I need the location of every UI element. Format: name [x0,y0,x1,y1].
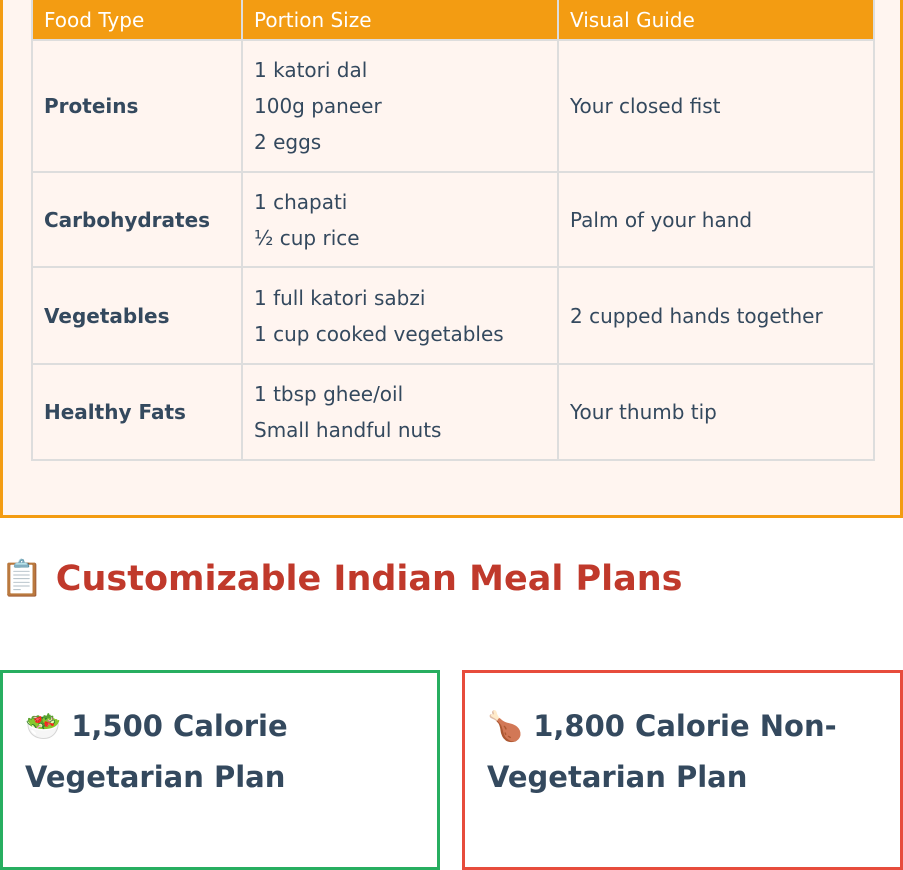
plan-title-text: 1,500 Calorie Vegetarian Plan [25,709,288,794]
table-row: Proteins 1 katori dal 100g paneer 2 eggs Y… [31,39,875,173]
portion-line: ½ cup rice [254,225,360,250]
poultry-leg-icon: 🍗 [487,709,524,743]
visual-guide: Palm of your hand [557,171,875,268]
table-row: Vegetables 1 full katori sabzi 1 cup cook… [31,266,875,365]
visual-guide: Your closed fist [557,39,875,173]
portion-line: 1 chapati [254,189,348,214]
salad-icon: 🥗 [25,709,62,743]
portion-line: 1 cup cooked vegetables [254,321,504,346]
portion-line: 1 katori dal [254,58,368,82]
clipboard-icon: 📋 [0,559,44,599]
table-row: Carbohydrates 1 chapati ½ cup rice Palm o… [31,171,875,268]
table-row: Healthy Fats 1 tbsp ghee/oil Small handfu… [31,363,875,461]
plan-title: 🍗 1,800 Calorie Non-Vegetarian Plan [465,673,900,803]
portion-line: 1 full katori sabzi [254,285,426,310]
plan-card-vegetarian: 🥗 1,500 Calorie Vegetarian Plan [0,670,440,870]
section-title: 📋 Customizable Indian Meal Plans [0,558,683,599]
portion-table: Food Type Portion Size Visual Guide Prot… [31,0,875,461]
portion-line: 100g paneer [254,94,382,118]
food-type: Vegetables [31,266,243,365]
plan-card-non-vegetarian: 🍗 1,800 Calorie Non-Vegetarian Plan [462,670,903,870]
portion-line: 1 tbsp ghee/oil [254,382,404,406]
portion-size: 1 chapati ½ cup rice [241,171,559,268]
header-visual-guide: Visual Guide [557,0,875,41]
portion-size: 1 full katori sabzi 1 cup cooked vegetabl… [241,266,559,365]
food-type: Carbohydrates [31,171,243,268]
visual-guide: Your thumb tip [557,363,875,461]
plan-title-text: 1,800 Calorie Non-Vegetarian Plan [487,709,837,794]
header-portion-size: Portion Size [241,0,559,41]
food-type: Proteins [31,39,243,173]
food-type: Healthy Fats [31,363,243,461]
portion-size: 1 katori dal 100g paneer 2 eggs [241,39,559,173]
portion-line: Small handful nuts [254,418,442,442]
plan-title: 🥗 1,500 Calorie Vegetarian Plan [3,673,437,803]
portion-line: 2 eggs [254,130,322,154]
portion-size: 1 tbsp ghee/oil Small handful nuts [241,363,559,461]
visual-guide: 2 cupped hands together [557,266,875,365]
section-title-text: Customizable Indian Meal Plans [55,559,683,599]
portion-guide-box: Food Type Portion Size Visual Guide Prot… [0,0,903,518]
header-food-type: Food Type [31,0,243,41]
